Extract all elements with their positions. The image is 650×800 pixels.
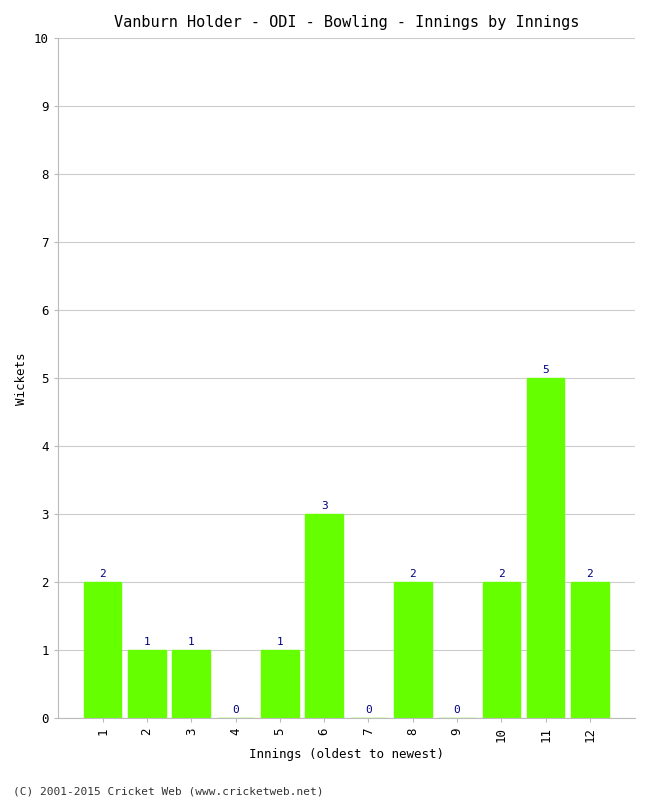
Bar: [394, 582, 432, 718]
Text: 1: 1: [188, 637, 194, 647]
Text: 3: 3: [320, 501, 328, 511]
Text: 0: 0: [232, 705, 239, 715]
Bar: [571, 582, 609, 718]
Bar: [172, 650, 210, 718]
Bar: [306, 514, 343, 718]
Text: 1: 1: [276, 637, 283, 647]
Text: 2: 2: [410, 569, 416, 579]
Text: (C) 2001-2015 Cricket Web (www.cricketweb.net): (C) 2001-2015 Cricket Web (www.cricketwe…: [13, 786, 324, 796]
Bar: [526, 378, 564, 718]
Bar: [261, 650, 298, 718]
Text: 2: 2: [586, 569, 593, 579]
Text: 1: 1: [144, 637, 150, 647]
X-axis label: Innings (oldest to newest): Innings (oldest to newest): [249, 748, 444, 761]
Bar: [128, 650, 166, 718]
Bar: [482, 582, 520, 718]
Title: Vanburn Holder - ODI - Bowling - Innings by Innings: Vanburn Holder - ODI - Bowling - Innings…: [114, 15, 579, 30]
Bar: [84, 582, 122, 718]
Text: 0: 0: [454, 705, 460, 715]
Text: 2: 2: [99, 569, 106, 579]
Text: 5: 5: [542, 365, 549, 375]
Text: 2: 2: [498, 569, 504, 579]
Y-axis label: Wickets: Wickets: [15, 352, 28, 405]
Text: 0: 0: [365, 705, 372, 715]
